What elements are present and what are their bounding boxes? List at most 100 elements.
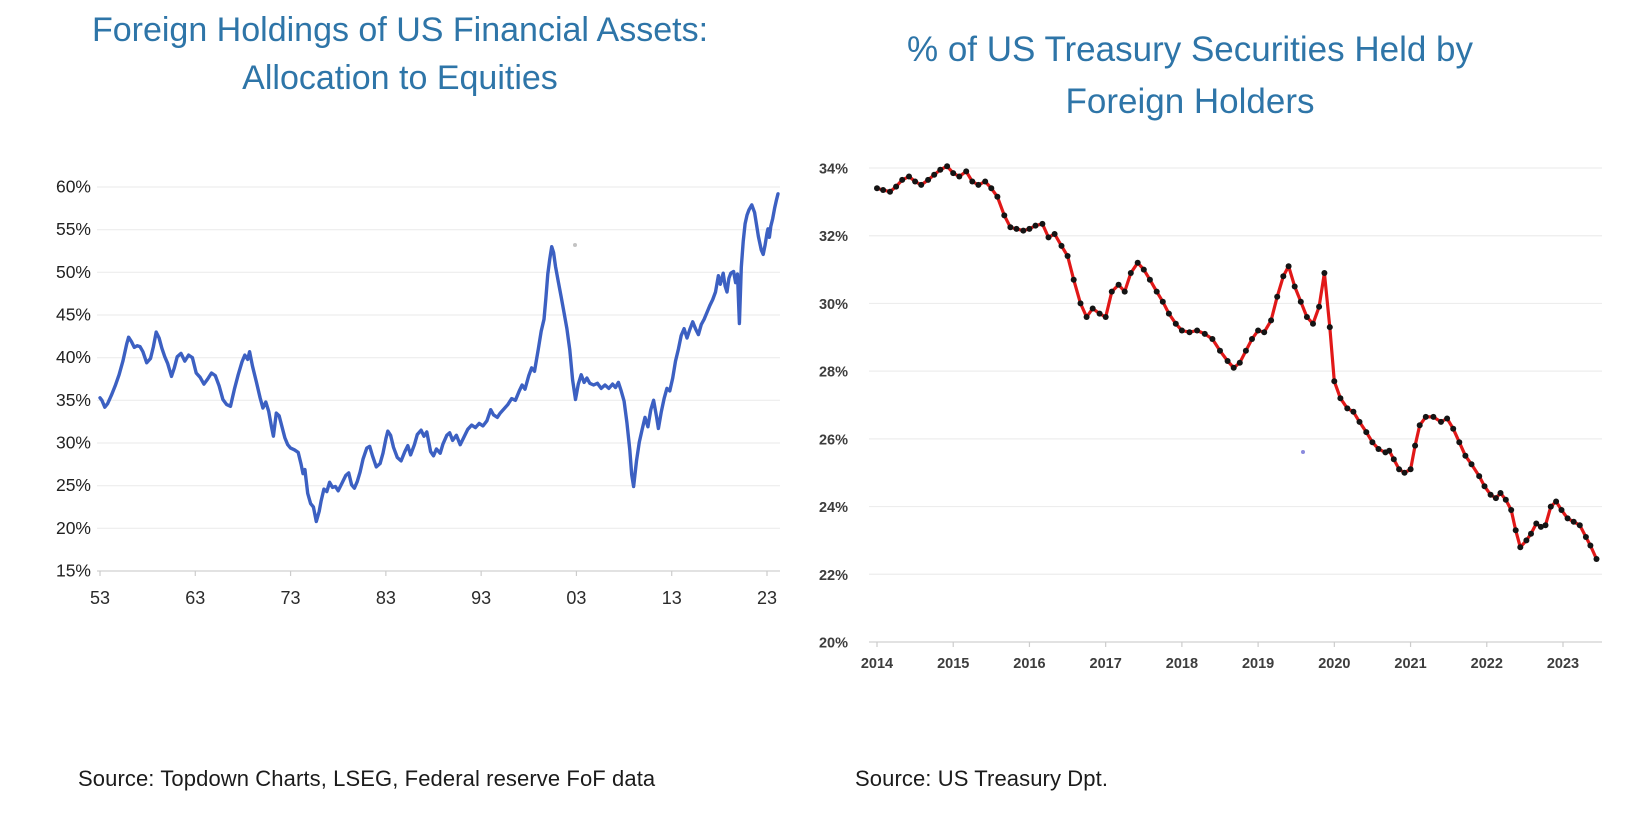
- data-point-marker: [1280, 273, 1287, 280]
- data-point-marker: [1570, 518, 1577, 525]
- speck-blue: [1301, 450, 1305, 454]
- data-point-marker: [1517, 544, 1524, 551]
- data-point-marker: [1083, 314, 1090, 320]
- x-tick-label: 13: [662, 588, 682, 608]
- data-point-marker: [1375, 446, 1382, 452]
- data-point-marker: [1102, 314, 1109, 320]
- data-point-marker: [1528, 530, 1534, 537]
- data-point-marker: [1165, 310, 1172, 317]
- data-point-marker: [950, 170, 957, 177]
- data-point-marker: [1261, 329, 1268, 336]
- x-tick-label: 73: [281, 588, 301, 608]
- data-point-marker: [1146, 276, 1153, 283]
- data-point-marker: [1032, 222, 1039, 229]
- x-tick-label: 2020: [1318, 656, 1350, 672]
- data-point-marker: [1444, 415, 1451, 422]
- y-tick-label: 15%: [56, 561, 91, 581]
- equities-source-label: Source: Topdown Charts, LSEG, Federal re…: [78, 766, 656, 791]
- data-point-marker: [1430, 413, 1437, 420]
- data-point-marker: [1587, 542, 1594, 549]
- y-tick-label: 30%: [819, 297, 848, 313]
- data-point-marker: [1249, 336, 1255, 342]
- speck-gray: [573, 243, 577, 247]
- data-point-marker: [1582, 534, 1589, 540]
- x-tick-label: 03: [566, 588, 586, 608]
- data-point-marker: [1533, 520, 1540, 527]
- y-tick-label: 35%: [56, 390, 91, 410]
- y-tick-label: 34%: [819, 162, 848, 178]
- data-point-marker: [931, 171, 938, 178]
- data-point-marker: [988, 185, 995, 192]
- y-tick-label: 60%: [56, 177, 91, 197]
- data-point-marker: [1159, 298, 1166, 305]
- data-point-marker: [1134, 259, 1141, 266]
- data-point-marker: [1064, 253, 1071, 259]
- data-point-marker: [1186, 329, 1193, 336]
- x-tick-label: 53: [90, 588, 110, 608]
- data-point-marker: [1344, 405, 1351, 412]
- data-point-marker: [1564, 515, 1571, 522]
- data-point-marker: [874, 185, 880, 192]
- data-point-marker: [1390, 456, 1397, 463]
- y-tick-label: 45%: [56, 305, 91, 325]
- data-point-marker: [1508, 507, 1515, 513]
- data-point-marker: [1007, 224, 1014, 231]
- data-point-marker: [1001, 212, 1008, 219]
- data-point-marker: [1108, 288, 1115, 295]
- data-point-marker: [1553, 498, 1560, 505]
- data-point-marker: [1537, 523, 1544, 530]
- x-tick-label: 2018: [1166, 656, 1198, 672]
- data-point-marker: [1121, 288, 1128, 295]
- data-point-marker: [1230, 364, 1237, 371]
- data-point-marker: [1542, 522, 1549, 529]
- data-point-marker: [1077, 300, 1084, 307]
- data-point-marker: [1468, 461, 1475, 468]
- data-point-marker: [1172, 320, 1179, 327]
- data-point-marker: [1127, 270, 1134, 276]
- data-point-marker: [1045, 234, 1052, 241]
- data-point-marker: [1412, 442, 1419, 449]
- data-point-marker: [1326, 324, 1333, 331]
- data-point-marker: [994, 193, 1001, 200]
- data-point-marker: [925, 176, 932, 183]
- data-point-marker: [1303, 314, 1310, 320]
- x-tick-label: 2017: [1090, 656, 1122, 672]
- data-point-marker: [1363, 429, 1370, 436]
- data-point-marker: [1502, 496, 1509, 503]
- data-point-marker: [1194, 327, 1201, 334]
- equities-chart: 60% 55% 50% 45% 40% 35% 30% 25% 20% 15% 53 63 73 83 93…: [56, 177, 780, 608]
- y-tick-label: 50%: [56, 262, 91, 282]
- y-tick-label: 55%: [56, 219, 91, 239]
- data-point-marker: [1274, 293, 1281, 300]
- data-point-marker: [1039, 220, 1046, 227]
- data-point-marker: [1492, 495, 1499, 502]
- treasury-chart-title: % of US Treasury Securities Held by Fore…: [906, 30, 1474, 121]
- data-point-marker: [1401, 469, 1408, 476]
- data-point-marker: [1268, 317, 1275, 324]
- y-tick-label: 26%: [819, 432, 848, 448]
- data-point-marker: [1416, 422, 1423, 429]
- data-point-marker: [975, 181, 982, 188]
- data-point-marker: [1422, 413, 1429, 420]
- data-point-marker: [1321, 270, 1328, 276]
- data-point-marker: [1096, 310, 1103, 317]
- x-tick-label: 2023: [1547, 656, 1579, 672]
- x-tick-label: 23: [757, 588, 777, 608]
- data-point-marker: [1462, 452, 1469, 459]
- data-point-marker: [969, 178, 976, 185]
- data-point-marker: [899, 176, 906, 183]
- data-point-marker: [1331, 378, 1338, 385]
- data-point-marker: [1350, 408, 1357, 415]
- y-tick-label: 20%: [56, 518, 91, 538]
- data-point-marker: [1153, 288, 1160, 295]
- data-point-marker: [1115, 281, 1122, 288]
- x-tick-label: 63: [185, 588, 205, 608]
- data-point-marker: [1576, 522, 1583, 529]
- data-point-marker: [1178, 327, 1185, 334]
- data-point-marker: [1558, 507, 1565, 513]
- data-point-marker: [1089, 305, 1096, 312]
- data-point-marker: [887, 188, 893, 195]
- data-point-marker: [1523, 537, 1530, 544]
